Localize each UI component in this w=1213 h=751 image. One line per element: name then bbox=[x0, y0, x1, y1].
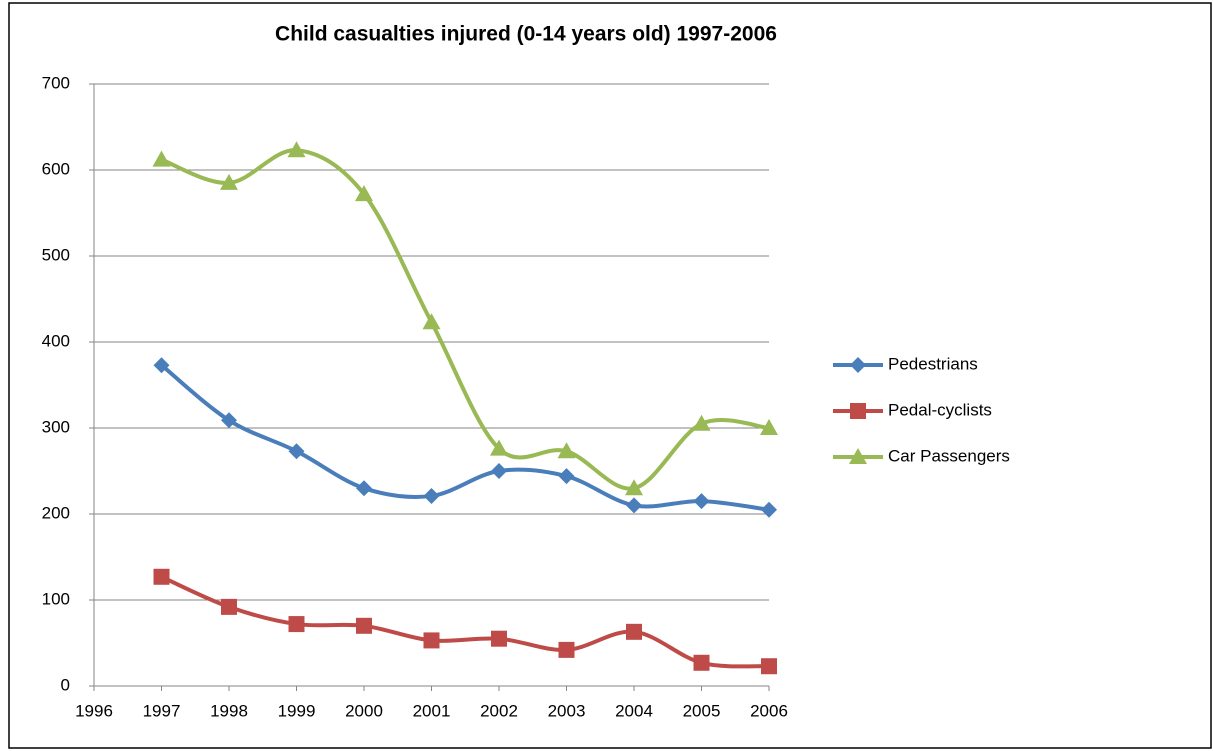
data-point bbox=[490, 439, 508, 456]
x-tick-label: 2002 bbox=[480, 701, 518, 720]
data-point bbox=[558, 468, 575, 485]
series-line bbox=[160, 363, 770, 512]
y-tick-label: 500 bbox=[42, 245, 70, 264]
data-point bbox=[423, 487, 440, 504]
x-tick-label: 2003 bbox=[548, 701, 586, 720]
data-point bbox=[423, 632, 440, 649]
data-point bbox=[626, 497, 642, 514]
x-tick-label: 2004 bbox=[615, 701, 653, 720]
legend-label: Pedal-cyclists bbox=[888, 400, 992, 419]
x-tick-label: 2000 bbox=[345, 701, 383, 720]
y-tick-label: 400 bbox=[42, 331, 70, 350]
data-point bbox=[626, 623, 642, 640]
data-point bbox=[760, 419, 778, 435]
data-point bbox=[491, 463, 507, 479]
y-tick-label: 600 bbox=[42, 159, 70, 178]
data-point bbox=[693, 493, 710, 510]
y-tick-label: 300 bbox=[42, 417, 70, 436]
legend-marker bbox=[850, 357, 866, 373]
x-tick-label: 2006 bbox=[750, 701, 788, 720]
data-point bbox=[153, 357, 170, 374]
x-tick-label: 1996 bbox=[75, 701, 113, 720]
data-point bbox=[491, 630, 507, 647]
data-point bbox=[625, 479, 643, 496]
y-tick-label: 100 bbox=[42, 589, 70, 608]
x-tick-label: 1997 bbox=[143, 701, 181, 720]
data-point bbox=[761, 658, 777, 675]
x-tick-label: 1999 bbox=[278, 701, 316, 720]
chart-title: Child casualties injured (0-14 years old… bbox=[275, 23, 777, 46]
legend-label: Pedestrians bbox=[888, 354, 978, 373]
data-point bbox=[356, 480, 372, 497]
data-point bbox=[356, 617, 372, 634]
series-line bbox=[160, 148, 770, 491]
data-point bbox=[220, 173, 238, 190]
data-point bbox=[153, 568, 170, 585]
data-point bbox=[693, 654, 710, 671]
y-tick-label: 700 bbox=[42, 73, 70, 92]
x-tick-label: 1998 bbox=[210, 701, 248, 720]
data-point bbox=[761, 501, 777, 518]
data-point bbox=[558, 641, 575, 658]
data-point bbox=[288, 443, 305, 460]
data-point bbox=[355, 185, 373, 202]
data-point bbox=[287, 141, 306, 158]
legend-marker bbox=[850, 403, 866, 419]
series-line bbox=[160, 574, 770, 669]
x-tick-label: 2001 bbox=[413, 701, 451, 720]
x-tick-label: 2005 bbox=[683, 701, 721, 720]
data-point bbox=[152, 150, 171, 167]
y-tick-label: 200 bbox=[42, 503, 70, 522]
data-point bbox=[422, 313, 441, 330]
data-point bbox=[221, 598, 237, 615]
data-point bbox=[221, 412, 237, 429]
legend-label: Car Passengers bbox=[888, 446, 1010, 465]
data-point bbox=[557, 442, 576, 459]
chart-border bbox=[8, 2, 1212, 749]
legend-marker bbox=[849, 448, 867, 464]
y-tick-label: 0 bbox=[61, 675, 70, 694]
data-point bbox=[692, 414, 711, 431]
data-point bbox=[288, 616, 305, 633]
